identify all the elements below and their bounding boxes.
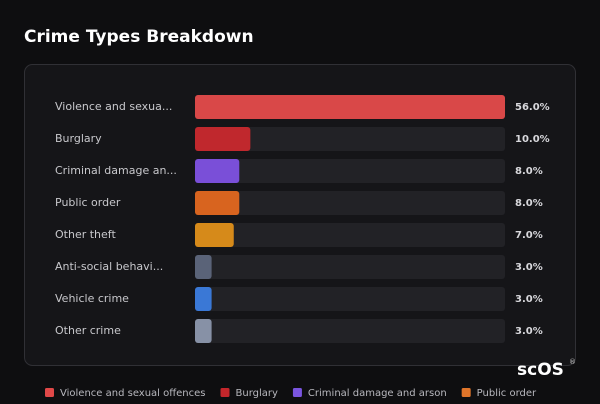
value-label: 10.0%: [515, 134, 550, 145]
bar-track: [195, 255, 505, 279]
legend-label: Criminal damage and arson: [308, 388, 447, 399]
bar-track: [195, 287, 505, 311]
legend-swatch: [461, 388, 471, 397]
bar: [195, 159, 240, 183]
value-label: 8.0%: [515, 198, 543, 209]
bar: [195, 255, 212, 279]
category-label: Other crime: [55, 324, 121, 337]
bar-track: [195, 127, 505, 151]
legend-label: Violence and sexual offences: [60, 388, 206, 399]
value-label: 8.0%: [515, 166, 543, 177]
bar: [195, 191, 240, 215]
logo: scOS: [517, 360, 564, 380]
chart-title: Crime Types Breakdown: [24, 27, 254, 47]
bar-track: [195, 319, 505, 343]
bar: [195, 95, 505, 119]
bar: [195, 127, 251, 151]
value-label: 3.0%: [515, 294, 543, 305]
logo-mark: ®: [569, 358, 576, 366]
bar-track: [195, 223, 505, 247]
value-label: 7.0%: [515, 230, 543, 241]
legend-label: Public order: [477, 388, 537, 399]
legend-swatch: [45, 388, 54, 397]
value-label: 56.0%: [515, 102, 550, 113]
legend-label: Burglary: [236, 388, 278, 399]
category-label: Anti-social behavi...: [55, 260, 163, 273]
bar-track: [195, 191, 505, 215]
category-label: Criminal damage an...: [55, 164, 177, 177]
value-label: 3.0%: [515, 262, 543, 273]
category-label: Vehicle crime: [55, 292, 129, 305]
category-label: Violence and sexua...: [55, 100, 172, 113]
category-label: Public order: [55, 196, 121, 209]
legend-swatch: [292, 388, 302, 397]
bar: [195, 319, 212, 343]
legend-swatch: [220, 388, 230, 397]
value-label: 3.0%: [515, 326, 543, 337]
category-label: Other theft: [55, 228, 116, 241]
category-label: Burglary: [55, 132, 102, 145]
bar: [195, 287, 212, 311]
bar-track: [195, 159, 505, 183]
bar: [195, 223, 234, 247]
